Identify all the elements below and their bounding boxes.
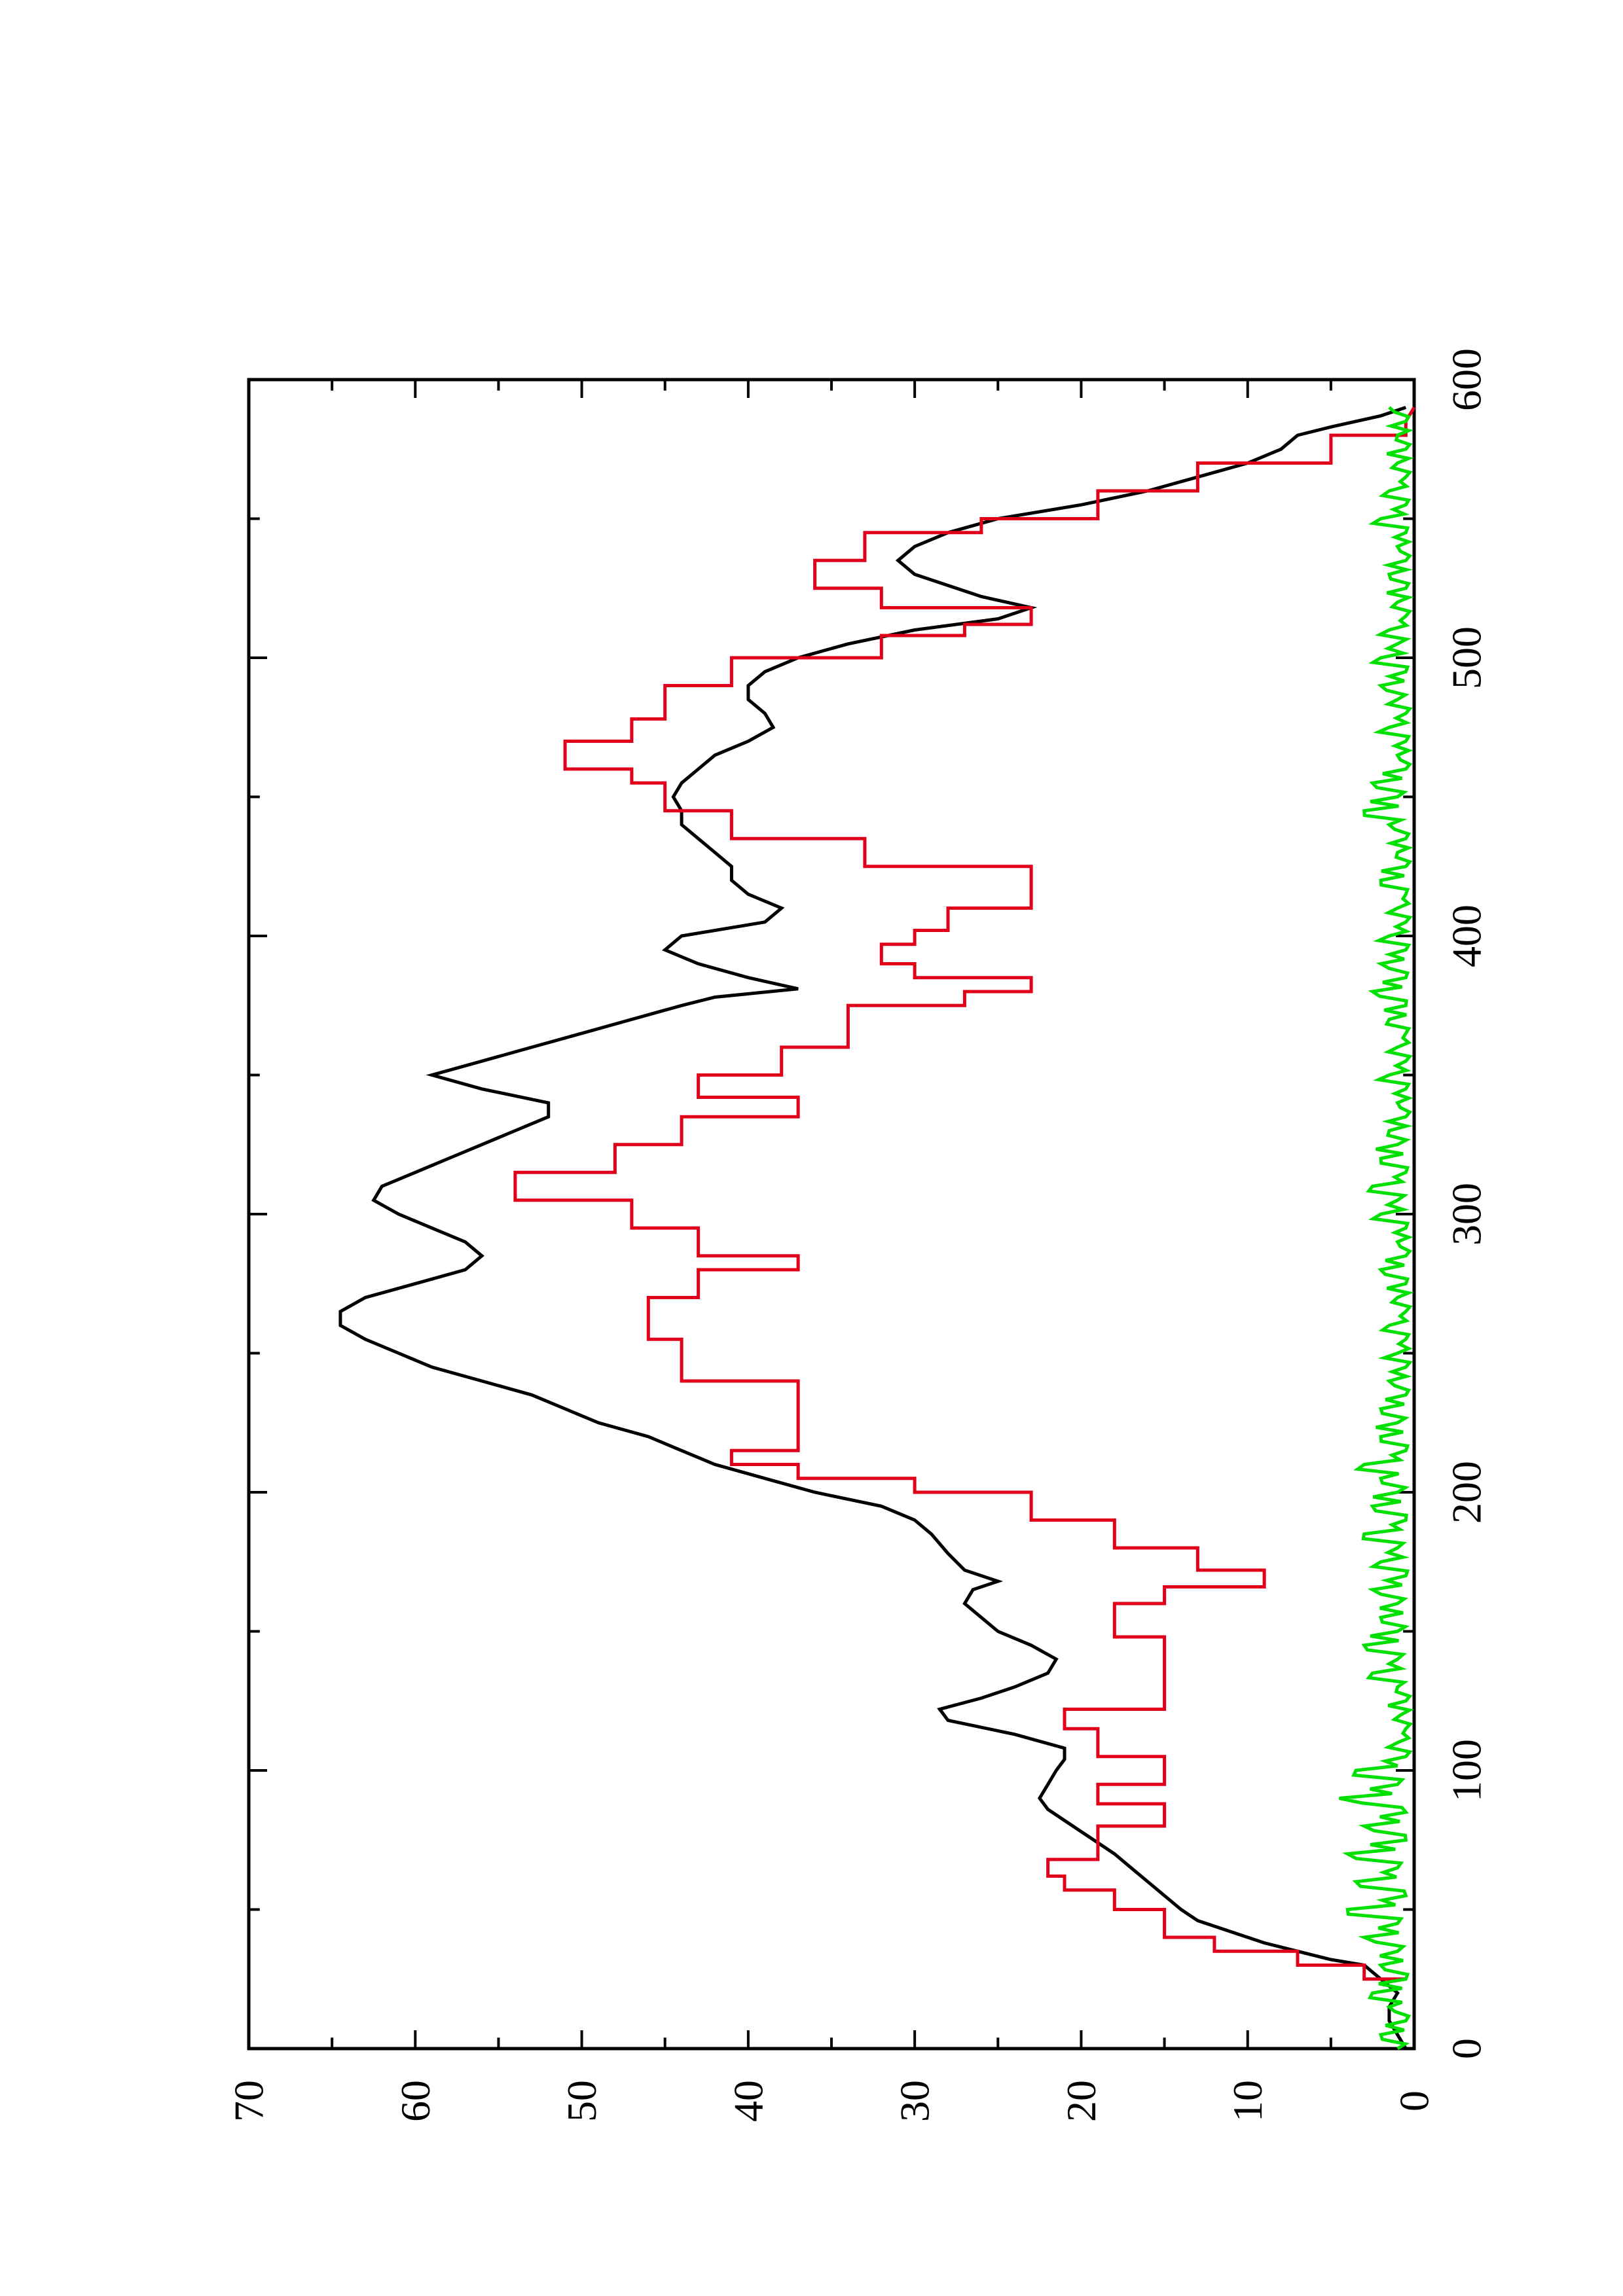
x-tick-label: 400	[1444, 905, 1490, 967]
y-tick-label: 10	[1224, 2080, 1271, 2122]
plot-frame	[247, 378, 1416, 2051]
y-tick-label: 60	[392, 2080, 439, 2122]
y-tick-label: 40	[725, 2080, 771, 2122]
black-series-line	[338, 406, 1408, 2050]
y-tick-label: 20	[1058, 2080, 1104, 2122]
x-tick-label: 100	[1444, 1739, 1490, 1802]
y-tick-label: 30	[892, 2080, 938, 2122]
y-tick-label: 70	[226, 2080, 272, 2122]
red-series-line	[513, 406, 1416, 1981]
green-series-line	[1339, 406, 1415, 2051]
x-tick-label: 500	[1444, 626, 1490, 689]
x-tick-label: 0	[1444, 2038, 1490, 2059]
x-tick-label: 300	[1444, 1183, 1490, 1246]
x-tick-label: 200	[1444, 1461, 1490, 1524]
x-tick-label: 600	[1444, 348, 1490, 411]
y-tick-label: 0	[1391, 2090, 1438, 2111]
y-tick-label: 50	[558, 2080, 605, 2122]
plot-area: 0 100 200 300 400 500 600 0 10 20 30 40 50 60 70	[226, 348, 1490, 2122]
